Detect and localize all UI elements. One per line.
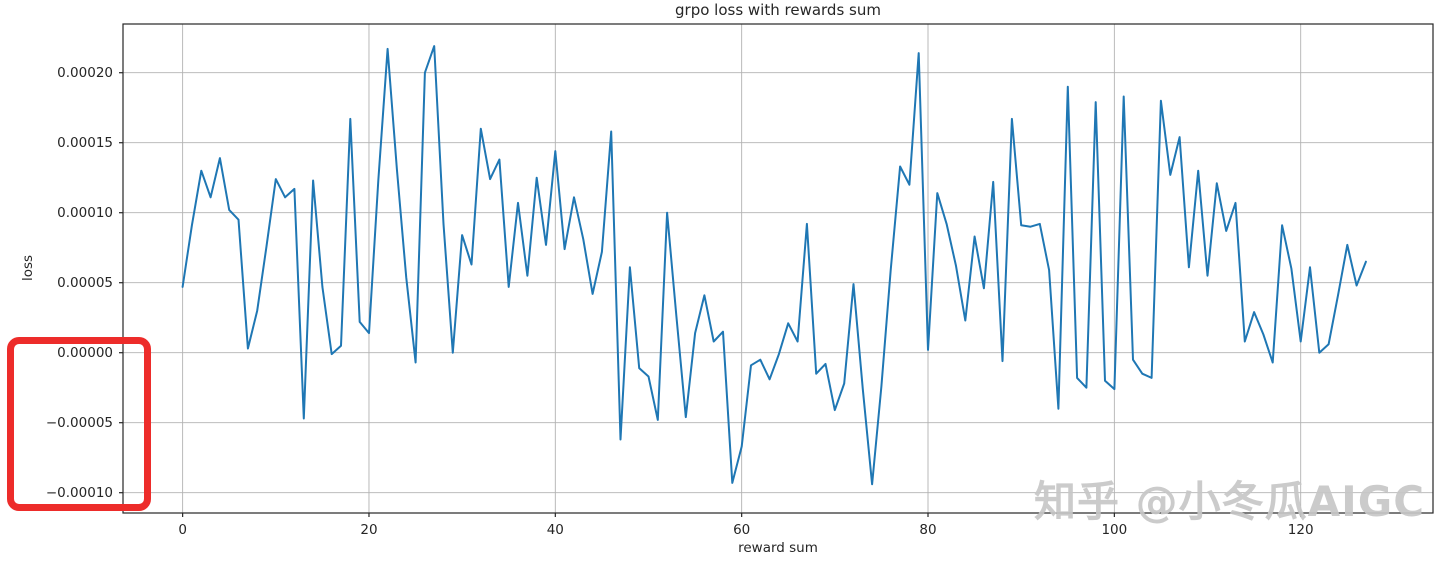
x-tick-label: 100: [1101, 522, 1127, 538]
watermark-text: 知乎 @小冬瓜AIGC: [1034, 477, 1426, 526]
x-axis-label: reward sum: [738, 540, 818, 556]
y-tick-label: 0.00020: [57, 65, 113, 81]
x-tick-label: 60: [733, 522, 750, 538]
chart-title: grpo loss with rewards sum: [675, 1, 881, 19]
y-tick-label: −0.00010: [46, 485, 113, 501]
red-highlight-box: [7, 337, 151, 511]
y-tick-label: 0.00010: [57, 205, 113, 221]
x-tick-label: 0: [178, 522, 187, 538]
loss-line-series: [181, 45, 1367, 486]
x-tick-label: 20: [360, 522, 377, 538]
x-tick-label: 40: [547, 522, 564, 538]
x-tick-label: 80: [919, 522, 936, 538]
y-axis-label: loss: [20, 254, 36, 282]
y-tick-label: 0.00005: [57, 275, 113, 291]
x-tick-label: 120: [1288, 522, 1314, 538]
y-tick-label: 0.00015: [57, 135, 113, 151]
y-tick-label: −0.00005: [46, 415, 113, 431]
y-tick-label: 0.00000: [57, 345, 113, 361]
plot-border: [122, 23, 1434, 514]
